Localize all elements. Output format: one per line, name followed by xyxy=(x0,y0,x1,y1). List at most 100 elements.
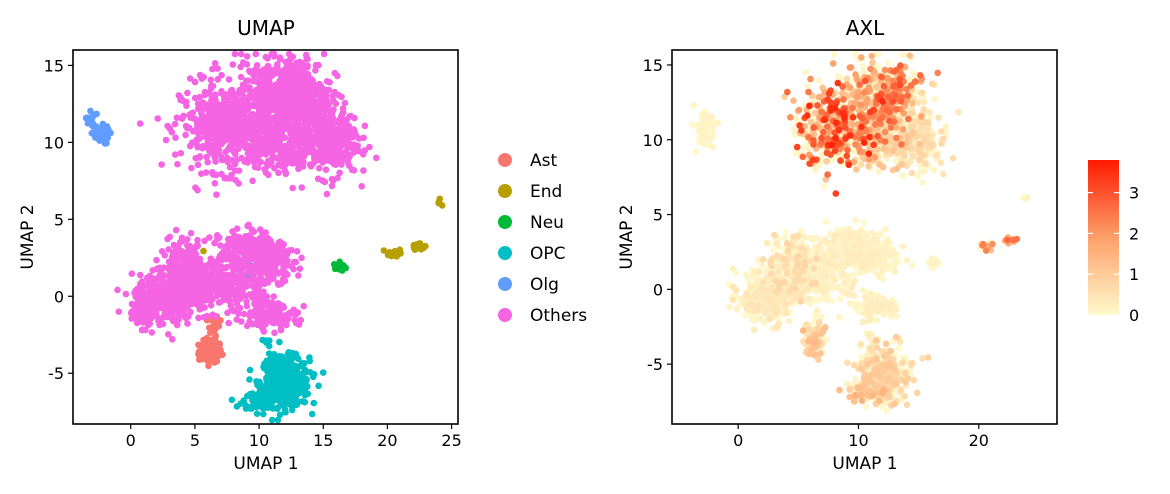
scatter-point xyxy=(312,67,319,74)
scatter-point xyxy=(280,270,288,278)
scatter-point xyxy=(820,182,828,190)
scatter-point xyxy=(184,320,191,327)
scatter-point xyxy=(286,56,294,64)
scatter-point xyxy=(234,245,241,253)
scatter-point xyxy=(253,98,260,106)
scatter-point xyxy=(264,67,272,74)
scatter-point xyxy=(136,293,144,300)
scatter-point xyxy=(366,143,373,151)
scatter-point xyxy=(285,50,293,58)
scatter-point xyxy=(899,172,906,180)
scatter-point xyxy=(223,175,231,182)
scatter-point xyxy=(215,234,223,241)
scatter-point xyxy=(224,120,231,128)
scatter-point xyxy=(275,169,282,177)
scatter-point xyxy=(240,310,248,318)
scatter-point xyxy=(207,76,215,84)
scatter-point xyxy=(187,229,195,237)
x-tick-label: 15 xyxy=(313,431,333,450)
scatter-point xyxy=(278,280,285,288)
scatter-point xyxy=(226,163,234,171)
scatter-point xyxy=(262,53,270,61)
scatter-point xyxy=(128,300,136,308)
scatter-point xyxy=(198,170,205,177)
scatter-point xyxy=(115,308,123,316)
scatter-point xyxy=(172,134,179,141)
scatter-point xyxy=(298,111,306,118)
scatter-point xyxy=(200,336,207,344)
scatter-point xyxy=(270,83,277,90)
scatter-point xyxy=(255,318,263,326)
scatter-point xyxy=(331,69,339,77)
scatter-point xyxy=(289,140,296,148)
scatter-point xyxy=(180,294,187,302)
scatter-point xyxy=(361,122,369,130)
scatter-point xyxy=(258,149,265,156)
scatter-point xyxy=(279,372,287,379)
scatter-point xyxy=(251,300,258,307)
scatter-point xyxy=(191,94,199,102)
scatter-point xyxy=(256,378,263,386)
scatter-point xyxy=(267,249,275,256)
scatter-point xyxy=(302,384,310,392)
scatter-point xyxy=(200,313,208,321)
scatter-point xyxy=(195,130,202,138)
scatter-point xyxy=(269,303,276,311)
legend-label: Neu xyxy=(530,213,564,233)
scatter-point xyxy=(339,105,347,112)
scatter-point xyxy=(804,83,811,90)
scatter-point xyxy=(280,108,288,115)
scatter-point xyxy=(228,86,236,94)
scatter-point xyxy=(212,97,219,104)
scatter-point xyxy=(295,355,302,363)
scatter-point xyxy=(298,184,306,191)
legend-swatch xyxy=(498,215,512,229)
scatter-point xyxy=(299,142,306,150)
y-tick-label: -5 xyxy=(48,364,64,383)
scatter-point xyxy=(416,240,424,247)
scatter-point xyxy=(277,136,285,143)
scatter-point xyxy=(300,152,307,160)
scatter-point xyxy=(168,274,176,282)
scatter-point xyxy=(200,247,207,255)
scatter-point xyxy=(328,107,336,114)
scatter-point xyxy=(289,184,297,192)
scatter-point xyxy=(191,244,199,252)
scatter-point xyxy=(330,118,338,126)
scatter-point xyxy=(93,128,100,136)
scatter-point xyxy=(190,296,197,304)
scatter-point xyxy=(323,136,330,143)
scatter-point xyxy=(319,369,327,376)
scatter-point xyxy=(234,287,241,294)
scatter-point xyxy=(286,104,294,112)
scatter-point xyxy=(262,229,270,236)
scatter-point xyxy=(274,416,282,424)
scatter-point xyxy=(243,262,251,270)
scatter-point xyxy=(222,129,230,137)
x-tick-label: 0 xyxy=(126,431,136,450)
scatter-point xyxy=(304,390,312,398)
scatter-point xyxy=(163,294,170,301)
scatter-point xyxy=(296,265,304,273)
scatter-point xyxy=(254,122,262,130)
scatter-point xyxy=(166,233,174,241)
scatter-point xyxy=(222,290,229,297)
scatter-point xyxy=(243,53,251,60)
scatter-point xyxy=(245,95,253,102)
scatter-point xyxy=(172,151,179,158)
scatter-point xyxy=(281,72,289,79)
scatter-points xyxy=(82,50,446,424)
scatter-point xyxy=(320,102,328,109)
scatter-point xyxy=(202,288,210,296)
scatter-point xyxy=(315,164,323,172)
scatter-point xyxy=(323,143,331,150)
scatter-point xyxy=(339,141,346,148)
scatter-point xyxy=(337,114,345,121)
scatter-point xyxy=(218,71,225,79)
scatter-point xyxy=(200,73,207,81)
scatter-point xyxy=(205,106,212,113)
scatter-point xyxy=(232,176,239,184)
scatter-point xyxy=(170,249,178,256)
scatter-point xyxy=(249,124,256,132)
